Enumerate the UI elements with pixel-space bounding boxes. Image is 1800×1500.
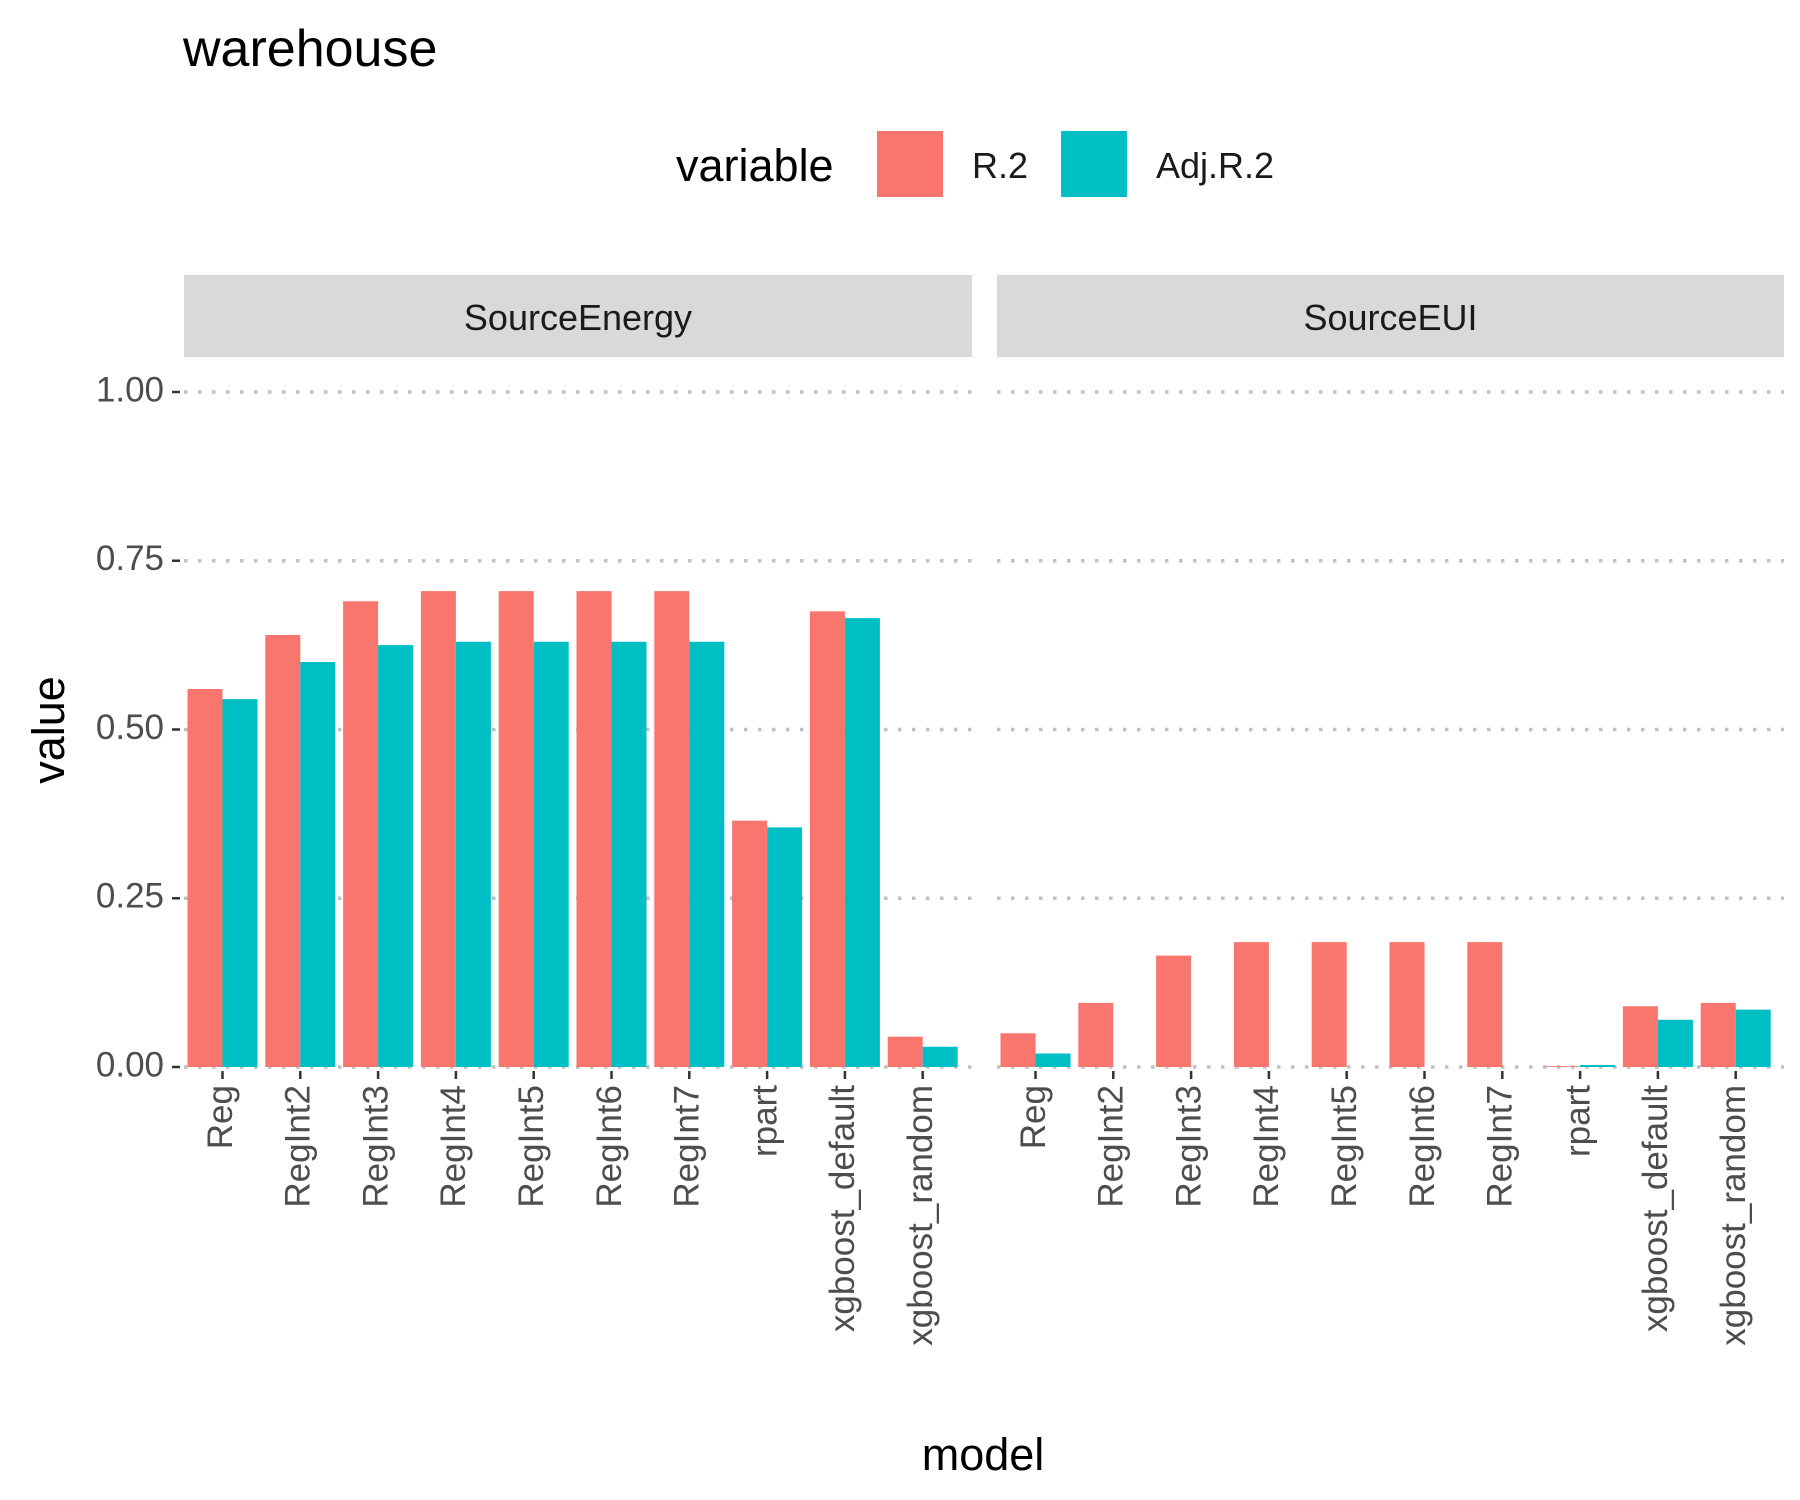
bar-Adj.R.2-RegInt2 bbox=[300, 662, 336, 1067]
x-tick-label: RegInt6 bbox=[590, 1085, 629, 1208]
panels: SourceEnergy Reg RegInt2 RegInt3 RegInt4 RegI… bbox=[184, 275, 1784, 1346]
panel-SourceEUI: SourceEUI Reg RegInt2 RegInt3 RegInt4 RegInt5… bbox=[997, 275, 1784, 1346]
bar-R.2-RegInt6 bbox=[1389, 942, 1425, 1067]
bar-R.2-RegInt5 bbox=[1311, 942, 1347, 1067]
bar-R.2-RegInt3 bbox=[1156, 955, 1192, 1067]
bar-Adj.R.2-Reg bbox=[1035, 1053, 1071, 1067]
y-tick-label: 0.00 bbox=[96, 1045, 164, 1084]
x-tick-label: RegInt3 bbox=[356, 1085, 395, 1208]
panel-SourceEnergy: SourceEnergy Reg RegInt2 RegInt3 RegInt4 RegI… bbox=[184, 275, 972, 1346]
x-tick-label: Reg bbox=[1014, 1085, 1053, 1149]
x-tick-label: Reg bbox=[201, 1085, 240, 1149]
bar-R.2-rpart bbox=[732, 820, 768, 1067]
y-tick-label: 0.25 bbox=[96, 877, 164, 916]
bar-Adj.R.2-xgboost_default bbox=[844, 618, 880, 1067]
bar-Adj.R.2-xgboost_default bbox=[1657, 1019, 1693, 1067]
x-tick-label: xgboost_default bbox=[1636, 1085, 1675, 1332]
bar-R.2-Reg bbox=[187, 689, 223, 1067]
x-tick-label: xgboost_default bbox=[823, 1085, 862, 1332]
bar-R.2-xgboost_random bbox=[887, 1036, 923, 1067]
bar-Adj.R.2-RegInt6 bbox=[611, 641, 647, 1067]
legend-title: variable bbox=[676, 140, 834, 191]
x-tick-label: xgboost_random bbox=[1714, 1085, 1753, 1346]
bar-R.2-rpart bbox=[1545, 1066, 1581, 1067]
facet-strip-label: SourceEnergy bbox=[464, 297, 692, 338]
legend: variable R.2 Adj.R.2 bbox=[676, 131, 1274, 197]
x-tick-label: rpart bbox=[1558, 1085, 1597, 1157]
bar-R.2-RegInt7 bbox=[654, 591, 690, 1067]
x-tick-label: xgboost_random bbox=[901, 1085, 940, 1346]
bar-Adj.R.2-RegInt3 bbox=[378, 645, 414, 1067]
bar-R.2-RegInt2 bbox=[1078, 1002, 1114, 1067]
chart-title: warehouse bbox=[182, 20, 437, 78]
x-tick-label: RegInt7 bbox=[668, 1085, 707, 1208]
x-tick-label: RegInt5 bbox=[512, 1085, 551, 1208]
x-tick-label: RegInt2 bbox=[279, 1085, 318, 1208]
bar-Adj.R.2-RegInt5 bbox=[533, 641, 569, 1067]
bar-R.2-RegInt3 bbox=[343, 601, 379, 1067]
bar-Adj.R.2-xgboost_random bbox=[922, 1046, 958, 1067]
bar-Adj.R.2-RegInt4 bbox=[455, 641, 491, 1067]
bar-R.2-Reg bbox=[1000, 1033, 1036, 1067]
x-tick-label: RegInt3 bbox=[1169, 1085, 1208, 1208]
y-axis: 0.00 0.25 0.50 0.75 1.00 bbox=[96, 370, 180, 1084]
y-tick-label: 0.75 bbox=[96, 539, 164, 578]
bar-R.2-RegInt7 bbox=[1467, 942, 1503, 1067]
bar-R.2-RegInt4 bbox=[1233, 942, 1269, 1067]
legend-swatch-adj-r2 bbox=[1061, 131, 1127, 197]
bar-R.2-RegInt6 bbox=[576, 591, 612, 1067]
x-axis-title: model bbox=[922, 1429, 1045, 1480]
legend-swatch-r2 bbox=[877, 131, 943, 197]
bar-Adj.R.2-Reg bbox=[222, 699, 258, 1067]
facet-strip bbox=[997, 275, 1784, 357]
facet-strip-label: SourceEUI bbox=[1303, 297, 1477, 338]
y-tick-label: 0.50 bbox=[96, 708, 164, 747]
x-tick-label: RegInt2 bbox=[1092, 1085, 1131, 1208]
bar-Adj.R.2-rpart bbox=[767, 827, 803, 1067]
bar-Adj.R.2-xgboost_random bbox=[1735, 1009, 1771, 1067]
x-tick-label: RegInt5 bbox=[1325, 1085, 1364, 1208]
bar-R.2-xgboost_default bbox=[809, 611, 845, 1067]
bar-Adj.R.2-RegInt7 bbox=[689, 641, 725, 1067]
legend-label-adj-r2: Adj.R.2 bbox=[1156, 145, 1274, 186]
bar-R.2-RegInt4 bbox=[420, 591, 456, 1067]
bar-Adj.R.2-rpart bbox=[1580, 1064, 1616, 1067]
facet-strip bbox=[184, 275, 972, 357]
y-axis-title: value bbox=[23, 676, 74, 784]
legend-label-r2: R.2 bbox=[972, 145, 1028, 186]
bar-R.2-xgboost_default bbox=[1622, 1006, 1658, 1067]
bar-R.2-RegInt5 bbox=[498, 591, 534, 1067]
x-tick-label: rpart bbox=[745, 1085, 784, 1157]
x-tick-label: RegInt4 bbox=[1247, 1085, 1286, 1208]
x-tick-label: RegInt6 bbox=[1403, 1085, 1442, 1208]
bar-R.2-RegInt2 bbox=[265, 635, 301, 1067]
x-tick-label: RegInt4 bbox=[434, 1085, 473, 1208]
y-tick-label: 1.00 bbox=[96, 370, 164, 409]
bar-R.2-xgboost_random bbox=[1700, 1002, 1736, 1067]
x-tick-label: RegInt7 bbox=[1481, 1085, 1520, 1208]
